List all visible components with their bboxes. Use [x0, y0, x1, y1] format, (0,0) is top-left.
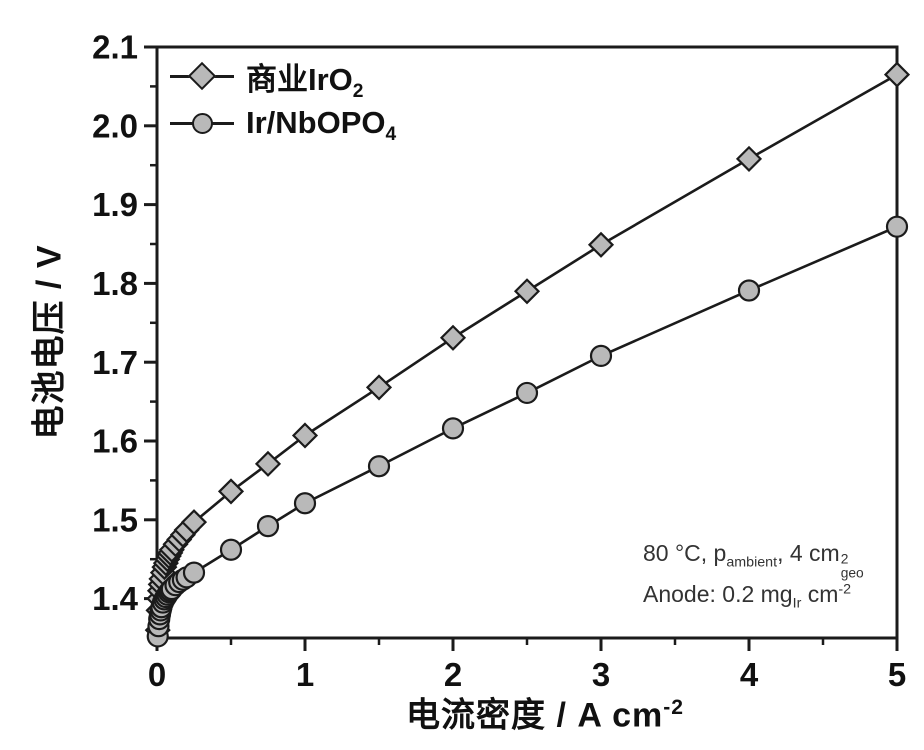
legend: 商业IrO2 Ir/NbOPO4	[170, 57, 396, 144]
annotation-sup-2: 2	[840, 551, 849, 567]
data-point-diamond	[365, 374, 393, 401]
annotation-sub-ir: Ir	[792, 595, 802, 612]
legend-label-ir-nbopo4: Ir/NbOPO4	[246, 105, 396, 144]
data-point-diamond	[180, 509, 208, 536]
legend-item-commercial-iro2: 商业IrO2	[170, 57, 396, 101]
x-tick-label: 2	[444, 656, 462, 693]
legend-label-subscript: 4	[385, 124, 397, 146]
annotation-line-2: Anode: 0.2 mgIr cm-2	[643, 578, 864, 611]
annotation-area: , 4 cm	[777, 540, 840, 566]
y-tick-label: 1.8	[92, 265, 138, 302]
annotation-cm2-geo-stack: 2 geo	[841, 552, 864, 580]
data-point-diamond	[439, 324, 467, 351]
data-point-circle	[256, 515, 280, 538]
data-point-circle	[737, 279, 761, 302]
y-tick-label: 1.7	[92, 344, 138, 381]
data-point-diamond	[254, 450, 282, 477]
data-point-circle	[293, 492, 317, 515]
y-tick-label: 2.1	[92, 29, 138, 66]
legend-label-main: 商业IrO	[246, 61, 353, 97]
legend-label-subscript: 2	[352, 80, 364, 102]
data-point-circle	[589, 344, 613, 367]
x-tick-label: 1	[296, 656, 314, 693]
diamond-marker-icon	[170, 61, 234, 91]
data-point-diamond	[883, 61, 911, 88]
data-point-circle	[182, 561, 206, 584]
x-tick-label: 5	[888, 656, 906, 693]
data-point-circle	[515, 381, 539, 405]
data-point-circle	[885, 215, 909, 238]
annotation-line-1: 80 °C, pambient, 4 cm 2 geo	[643, 537, 864, 580]
y-tick-label: 1.9	[92, 186, 138, 223]
annotation-temp-pressure: 80 °C, p	[643, 540, 727, 566]
annotation-sub-ambient: ambient	[726, 554, 778, 571]
y-axis-label: 电池电压 / V	[30, 244, 69, 440]
annotation-sup-minus2: -2	[838, 580, 852, 597]
y-tick-label: 1.5	[92, 501, 138, 538]
x-tick-label: 0	[148, 656, 166, 693]
annotation-sub-geo: geo	[840, 565, 864, 581]
y-tick-label: 1.6	[92, 423, 138, 460]
data-point-diamond	[217, 478, 245, 505]
data-point-circle	[441, 417, 465, 440]
legend-label-commercial-iro2: 商业IrO2	[246, 54, 364, 102]
annotation-anode-loading: Anode: 0.2 mg	[643, 580, 793, 607]
y-tick-label: 1.4	[92, 580, 139, 617]
data-point-circle	[219, 538, 243, 561]
x-tick-label: 3	[592, 656, 610, 693]
diamond-shape	[187, 61, 217, 91]
x-tick-label: 4	[740, 656, 759, 693]
x-axis-label-text: 电流密度 / A cm	[406, 696, 664, 735]
annotation-cm: cm	[801, 580, 839, 607]
data-point-diamond	[513, 278, 541, 305]
x-axis-label-superscript: -2	[663, 696, 684, 720]
legend-label-main: Ir/NbOPO	[246, 105, 386, 140]
data-point-diamond	[735, 145, 763, 172]
conditions-annotation: 80 °C, pambient, 4 cm 2 geo Anode: 0.2 mgI…	[643, 537, 864, 611]
x-axis-label: 电流密度 / A cm-2	[406, 688, 684, 737]
data-point-diamond	[587, 231, 615, 258]
data-point-diamond	[291, 422, 319, 449]
legend-item-ir-nbopo4: Ir/NbOPO4	[170, 104, 396, 144]
circle-marker-icon	[170, 110, 234, 136]
y-tick-label: 2.0	[92, 107, 138, 144]
circle-shape	[191, 112, 213, 134]
data-point-circle	[367, 455, 391, 478]
